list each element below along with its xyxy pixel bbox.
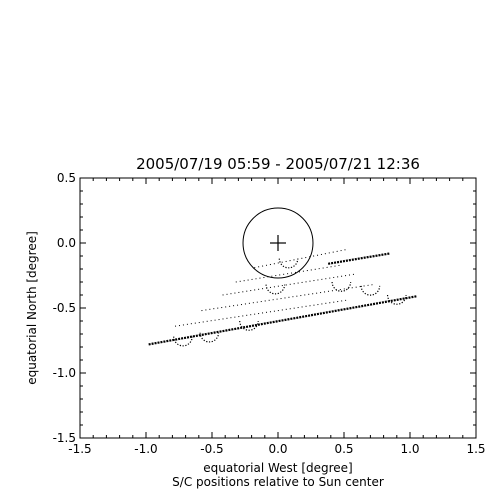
x-axis-label: equatorial West [degree] — [203, 461, 353, 475]
x-tick-label: 0.0 — [268, 442, 287, 456]
x-tick-label: 1.0 — [400, 442, 419, 456]
x-tick-label: -1.5 — [68, 442, 91, 456]
track-dense — [148, 295, 417, 346]
x-tick-label: -1.0 — [134, 442, 157, 456]
x-tick-label: 1.5 — [466, 442, 485, 456]
track-sparse — [174, 299, 347, 327]
track-loop — [199, 332, 220, 343]
sun-disk — [242, 207, 314, 279]
chart-caption: S/C positions relative to Sun center — [172, 475, 384, 489]
chart-title: 2005/07/19 05:59 - 2005/07/21 12:36 — [136, 155, 420, 173]
y-axis-label: equatorial North [degree] — [25, 231, 39, 385]
track-dense — [327, 252, 391, 265]
track-sparse — [254, 249, 347, 269]
y-tick-label: -1.5 — [53, 431, 76, 445]
plot-area — [148, 207, 417, 347]
y-tick-label: -1.0 — [53, 366, 76, 380]
track-loop — [386, 294, 407, 305]
track-sparse — [222, 273, 355, 296]
track-loop — [278, 258, 299, 269]
track-loop — [265, 284, 286, 295]
track-loop — [331, 281, 352, 292]
x-axis: -1.5 -1.0 -0.5 0.0 0.5 1.0 1.5 — [68, 178, 486, 456]
track-sparse — [201, 284, 374, 312]
track-loop — [239, 320, 259, 331]
track-loop — [360, 285, 381, 296]
track-loop — [173, 336, 193, 347]
y-tick-label: -0.5 — [53, 301, 76, 315]
x-tick-label: 0.5 — [334, 442, 353, 456]
y-tick-label: 0.0 — [57, 236, 76, 250]
x-tick-label: -0.5 — [200, 442, 223, 456]
plot-frame — [79, 177, 477, 439]
y-tick-label: 0.5 — [57, 171, 76, 185]
y-axis: -1.5 -1.0 -0.5 0.0 0.5 — [53, 171, 476, 445]
